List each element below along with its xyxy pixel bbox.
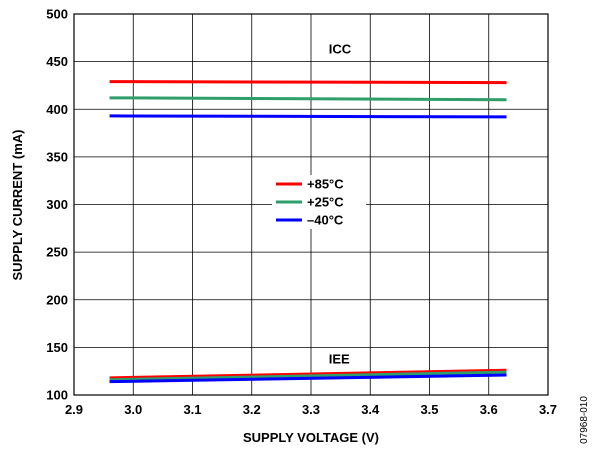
series-line-icc-85C xyxy=(109,80,507,85)
series-line-icc-40C xyxy=(109,114,507,119)
figure-id: 07968-010 xyxy=(579,396,590,444)
legend-label: –40°C xyxy=(307,213,344,228)
x-tick-labels: 2.9 3.0 3.1 3.2 3.3 3.4 3.5 3.6 3.7 xyxy=(65,402,557,417)
x-tick-label: 3.2 xyxy=(243,402,261,417)
y-axis-label: SUPPLY CURRENT (mA) xyxy=(10,130,25,281)
x-tick-label: 2.9 xyxy=(65,402,83,417)
x-tick-label: 3.6 xyxy=(480,402,498,417)
series-line-icc-25C xyxy=(109,96,507,102)
x-tick-label: 3.1 xyxy=(183,402,201,417)
legend-background xyxy=(272,175,366,193)
x-tick-label: 3.0 xyxy=(124,402,142,417)
y-tick-label: 350 xyxy=(46,149,68,164)
x-tick-label: 3.4 xyxy=(361,402,380,417)
x-tick-label: 3.3 xyxy=(302,402,320,417)
y-tick-label: 100 xyxy=(46,388,68,403)
annotation-iee: IEE xyxy=(329,351,350,366)
plot-frame xyxy=(73,13,549,396)
legend: +85°C +25°C –40°C xyxy=(272,175,366,229)
annotations: ICC IEE xyxy=(329,42,352,367)
x-tick-label: 3.7 xyxy=(539,402,557,417)
y-tick-label: 150 xyxy=(46,340,68,355)
legend-background xyxy=(272,211,366,229)
y-tick-label: 300 xyxy=(46,197,68,212)
series-lines xyxy=(109,80,507,384)
x-tick-label: 3.5 xyxy=(420,402,438,417)
y-tick-labels: 100 150 200 250 300 350 400 450 500 xyxy=(46,7,68,403)
annotation-icc: ICC xyxy=(329,42,352,57)
y-tick-label: 200 xyxy=(46,292,68,307)
y-tick-label: 500 xyxy=(46,7,68,22)
series-line-iee-85C xyxy=(109,368,507,380)
series-line-iee-25C xyxy=(109,370,507,382)
x-axis-label: SUPPLY VOLTAGE (V) xyxy=(243,430,379,445)
legend-label: +85°C xyxy=(307,177,344,192)
y-tick-label: 400 xyxy=(46,102,68,117)
legend-background xyxy=(272,193,366,211)
legend-label: +25°C xyxy=(307,195,344,210)
y-tick-label: 450 xyxy=(46,54,68,69)
y-tick-label: 250 xyxy=(46,245,68,260)
series-line-iee-40C xyxy=(109,373,507,384)
